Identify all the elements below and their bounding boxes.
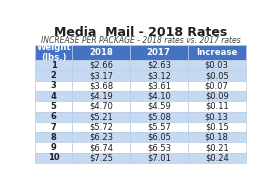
Text: $0.15: $0.15: [205, 123, 229, 132]
Bar: [188, 60, 246, 70]
Text: $0.13: $0.13: [205, 112, 229, 121]
Bar: [188, 81, 246, 91]
Bar: [188, 142, 246, 153]
Text: $5.08: $5.08: [147, 112, 171, 121]
Text: $5.72: $5.72: [89, 123, 113, 132]
Text: $0.24: $0.24: [205, 153, 229, 162]
Text: $3.12: $3.12: [147, 71, 171, 80]
Bar: [130, 81, 188, 91]
Text: $2.63: $2.63: [147, 61, 171, 70]
Bar: [72, 70, 130, 81]
Text: $0.09: $0.09: [205, 92, 229, 101]
Bar: [188, 153, 246, 163]
Text: $2.66: $2.66: [89, 61, 113, 70]
Bar: [35, 153, 72, 163]
Text: $0.07: $0.07: [205, 81, 229, 90]
Bar: [130, 122, 188, 132]
Text: $3.17: $3.17: [89, 71, 113, 80]
Text: 2018: 2018: [89, 48, 113, 57]
Bar: [130, 132, 188, 142]
Bar: [188, 101, 246, 112]
Bar: [35, 142, 72, 153]
Text: $5.57: $5.57: [147, 123, 171, 132]
Bar: [188, 91, 246, 101]
Text: 5: 5: [51, 102, 57, 111]
Bar: [130, 60, 188, 70]
Bar: [72, 112, 130, 122]
Bar: [35, 132, 72, 142]
Bar: [35, 60, 72, 70]
Bar: [72, 81, 130, 91]
Text: $7.25: $7.25: [89, 153, 113, 162]
Text: 1: 1: [51, 61, 57, 70]
Text: $6.74: $6.74: [89, 143, 113, 152]
Text: 7: 7: [51, 123, 57, 132]
Bar: [188, 132, 246, 142]
Bar: [188, 122, 246, 132]
Text: $0.11: $0.11: [205, 102, 229, 111]
Text: $0.21: $0.21: [205, 143, 229, 152]
Bar: [35, 81, 72, 91]
Text: 4: 4: [51, 92, 57, 101]
Text: $3.68: $3.68: [89, 81, 113, 90]
Text: $0.18: $0.18: [205, 133, 229, 142]
Bar: [130, 101, 188, 112]
Bar: [72, 45, 130, 60]
Bar: [188, 70, 246, 81]
Bar: [35, 45, 72, 60]
Text: Media  Mail - 2018 Rates: Media Mail - 2018 Rates: [54, 26, 227, 39]
Text: $0.03: $0.03: [205, 61, 229, 70]
Text: $6.53: $6.53: [147, 143, 171, 152]
Text: INCREASE PER PACKAGE - 2018 rates vs. 2017 rates: INCREASE PER PACKAGE - 2018 rates vs. 20…: [41, 36, 240, 45]
Text: $4.10: $4.10: [147, 92, 171, 101]
Bar: [72, 91, 130, 101]
Text: $4.59: $4.59: [147, 102, 171, 111]
Bar: [72, 132, 130, 142]
Bar: [35, 122, 72, 132]
Text: $6.23: $6.23: [89, 133, 113, 142]
Text: Weight
(lbs.): Weight (lbs.): [36, 43, 71, 62]
Bar: [130, 112, 188, 122]
Bar: [130, 153, 188, 163]
Bar: [72, 122, 130, 132]
Bar: [188, 45, 246, 60]
Bar: [72, 153, 130, 163]
Bar: [35, 70, 72, 81]
Text: 6: 6: [51, 112, 57, 121]
Text: $7.01: $7.01: [147, 153, 171, 162]
Text: $0.05: $0.05: [205, 71, 229, 80]
Bar: [35, 101, 72, 112]
Bar: [130, 91, 188, 101]
Text: $5.21: $5.21: [89, 112, 113, 121]
Text: $4.70: $4.70: [89, 102, 113, 111]
Bar: [130, 142, 188, 153]
Bar: [188, 112, 246, 122]
Text: 9: 9: [51, 143, 57, 152]
Bar: [35, 112, 72, 122]
Text: $3.61: $3.61: [147, 81, 171, 90]
Text: $6.05: $6.05: [147, 133, 171, 142]
Bar: [72, 60, 130, 70]
Text: 3: 3: [51, 81, 57, 90]
Text: $4.19: $4.19: [89, 92, 113, 101]
Text: Increase: Increase: [196, 48, 237, 57]
Bar: [72, 101, 130, 112]
Bar: [130, 70, 188, 81]
Bar: [35, 91, 72, 101]
Text: 8: 8: [51, 133, 57, 142]
Text: 2017: 2017: [147, 48, 171, 57]
Bar: [130, 45, 188, 60]
Bar: [72, 142, 130, 153]
Text: 2: 2: [51, 71, 57, 80]
Text: 10: 10: [48, 153, 59, 162]
